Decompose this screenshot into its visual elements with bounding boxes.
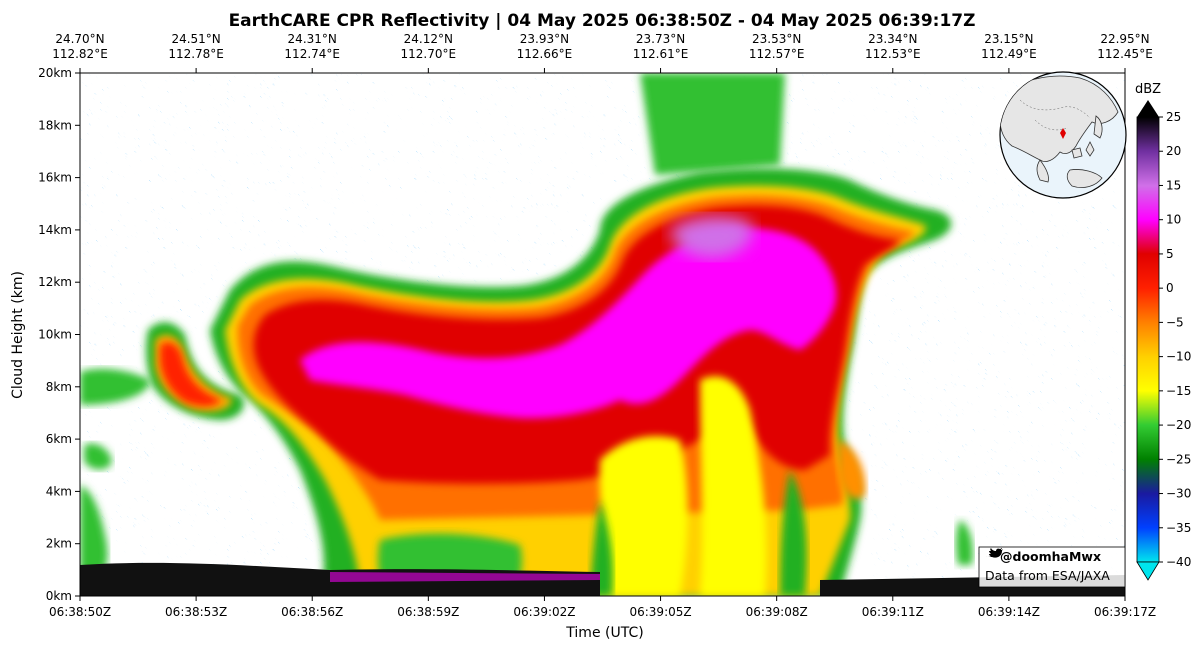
- x-axis: 06:38:50Z 06:38:53Z 06:38:56Z 06:38:59Z 06:3…: [49, 596, 1156, 619]
- colorbar-tick-label: 10: [1166, 213, 1181, 227]
- colorbar-tick-label: 25: [1166, 110, 1181, 124]
- top-geo-axis: 24.70°N112.82°E24.51°N112.78°E24.31°N112…: [52, 32, 1153, 73]
- echo-region: [330, 572, 600, 582]
- credit-source: Data from ESA/JAXA: [985, 568, 1110, 583]
- y-tick-label: 10km: [38, 328, 72, 342]
- top-tick-lat: 23.73°N: [636, 32, 685, 46]
- colorbar-tick-label: −5: [1166, 315, 1184, 329]
- top-tick-lon: 112.61°E: [633, 47, 689, 61]
- echo-region: [84, 443, 112, 470]
- x-tick-label: 06:39:17Z: [1094, 605, 1156, 619]
- y-tick-label: 18km: [38, 118, 72, 132]
- colorbar-tick-label: 15: [1166, 178, 1181, 192]
- top-tick-lat: 23.93°N: [520, 32, 569, 46]
- top-tick-lat: 23.15°N: [984, 32, 1033, 46]
- top-tick-lon: 112.82°E: [52, 47, 108, 61]
- top-tick-lat: 24.31°N: [288, 32, 337, 46]
- echo-region: [700, 376, 767, 596]
- y-tick-label: 0km: [46, 589, 72, 603]
- x-tick-label: 06:38:50Z: [49, 605, 111, 619]
- chart-title: EarthCARE CPR Reflectivity | 04 May 2025…: [229, 11, 976, 31]
- y-tick-label: 2km: [46, 537, 72, 551]
- colorbar-tick-label: −35: [1166, 521, 1191, 535]
- colorbar-label: dBZ: [1135, 82, 1161, 97]
- credit-box: @doomhaMwx Data from ESA/JAXA: [978, 546, 1126, 588]
- credit-handle: @doomhaMwx: [1000, 549, 1101, 564]
- y-tick-label: 6km: [46, 432, 72, 446]
- echo-region: [160, 342, 222, 407]
- top-tick-lat: 23.34°N: [868, 32, 917, 46]
- y-tick-label: 14km: [38, 223, 72, 237]
- x-tick-label: 06:39:11Z: [862, 605, 924, 619]
- colorbar-tick-label: 20: [1166, 144, 1181, 158]
- colorbar-tick-label: −15: [1166, 384, 1191, 398]
- echo-region: [599, 436, 688, 596]
- x-tick-label: 06:38:59Z: [397, 605, 459, 619]
- top-tick-lat: 24.70°N: [55, 32, 104, 46]
- x-tick-label: 06:39:08Z: [746, 605, 808, 619]
- colorbar-tick-label: −40: [1166, 555, 1191, 569]
- top-tick-lon: 112.74°E: [284, 47, 340, 61]
- echo-region: [300, 227, 837, 419]
- colorbar-tick-label: −30: [1166, 487, 1191, 501]
- echo-region: [670, 216, 753, 258]
- y-tick-label: 12km: [38, 275, 72, 289]
- top-tick-lon: 112.70°E: [401, 47, 457, 61]
- colorbar-tick-label: 5: [1166, 247, 1174, 261]
- top-tick-lat: 23.53°N: [752, 32, 801, 46]
- echo-region: [780, 470, 807, 596]
- top-tick-lon: 112.57°E: [749, 47, 805, 61]
- top-tick-lon: 112.53°E: [865, 47, 921, 61]
- y-tick-label: 20km: [38, 66, 72, 80]
- echo-region: [80, 485, 108, 580]
- y-tick-label: 16km: [38, 171, 72, 185]
- y-tick-label: 8km: [46, 380, 72, 394]
- top-tick-lon: 112.66°E: [517, 47, 573, 61]
- twitter-bird-icon: [986, 548, 1003, 558]
- y-axis: 0km 2km 4km 6km 8km 10km 12km 14km 16km 18km 20km: [38, 66, 80, 603]
- colorbar-tick-label: −25: [1166, 452, 1191, 466]
- reflectivity-field: [80, 73, 1125, 596]
- track-marker-icon: [1060, 128, 1066, 139]
- top-tick-lat: 22.95°N: [1100, 32, 1149, 46]
- x-tick-label: 06:38:53Z: [165, 605, 227, 619]
- top-tick-lon: 112.45°E: [1097, 47, 1153, 61]
- x-tick-label: 06:39:02Z: [513, 605, 575, 619]
- x-tick-label: 06:39:14Z: [978, 605, 1040, 619]
- top-tick-lat: 24.51°N: [171, 32, 220, 46]
- echo-region: [955, 520, 973, 565]
- locator-globe: [999, 71, 1127, 199]
- y-axis-label: Cloud Height (km): [10, 271, 26, 399]
- top-tick-lon: 112.78°E: [168, 47, 224, 61]
- y-tick-label: 4km: [46, 484, 72, 498]
- colorbar: dBZ 25 20 15 10 5 0 −5 −10 −15 −20 −25 −30 −35 −40: [1135, 82, 1191, 581]
- colorbar-tick-label: −20: [1166, 418, 1191, 432]
- x-tick-label: 06:38:56Z: [281, 605, 343, 619]
- top-tick-lat: 24.12°N: [404, 32, 453, 46]
- echo-region: [640, 73, 785, 175]
- x-axis-label: Time (UTC): [565, 625, 643, 641]
- colorbar-tick-label: 0: [1166, 281, 1174, 295]
- top-tick-lon: 112.49°E: [981, 47, 1037, 61]
- x-tick-label: 06:39:05Z: [629, 605, 691, 619]
- echo-region: [80, 368, 150, 405]
- colorbar-tick-label: −10: [1166, 350, 1191, 364]
- echo-region: [838, 440, 866, 499]
